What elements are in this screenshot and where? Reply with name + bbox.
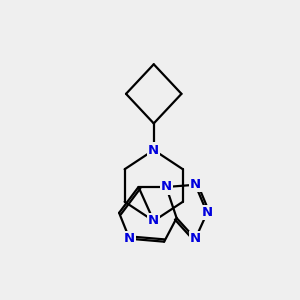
Text: N: N [148, 214, 159, 227]
Text: N: N [148, 143, 159, 157]
Text: N: N [202, 206, 213, 219]
Text: N: N [124, 232, 135, 245]
Text: N: N [190, 232, 201, 245]
Text: N: N [190, 178, 201, 191]
Text: N: N [161, 181, 172, 194]
